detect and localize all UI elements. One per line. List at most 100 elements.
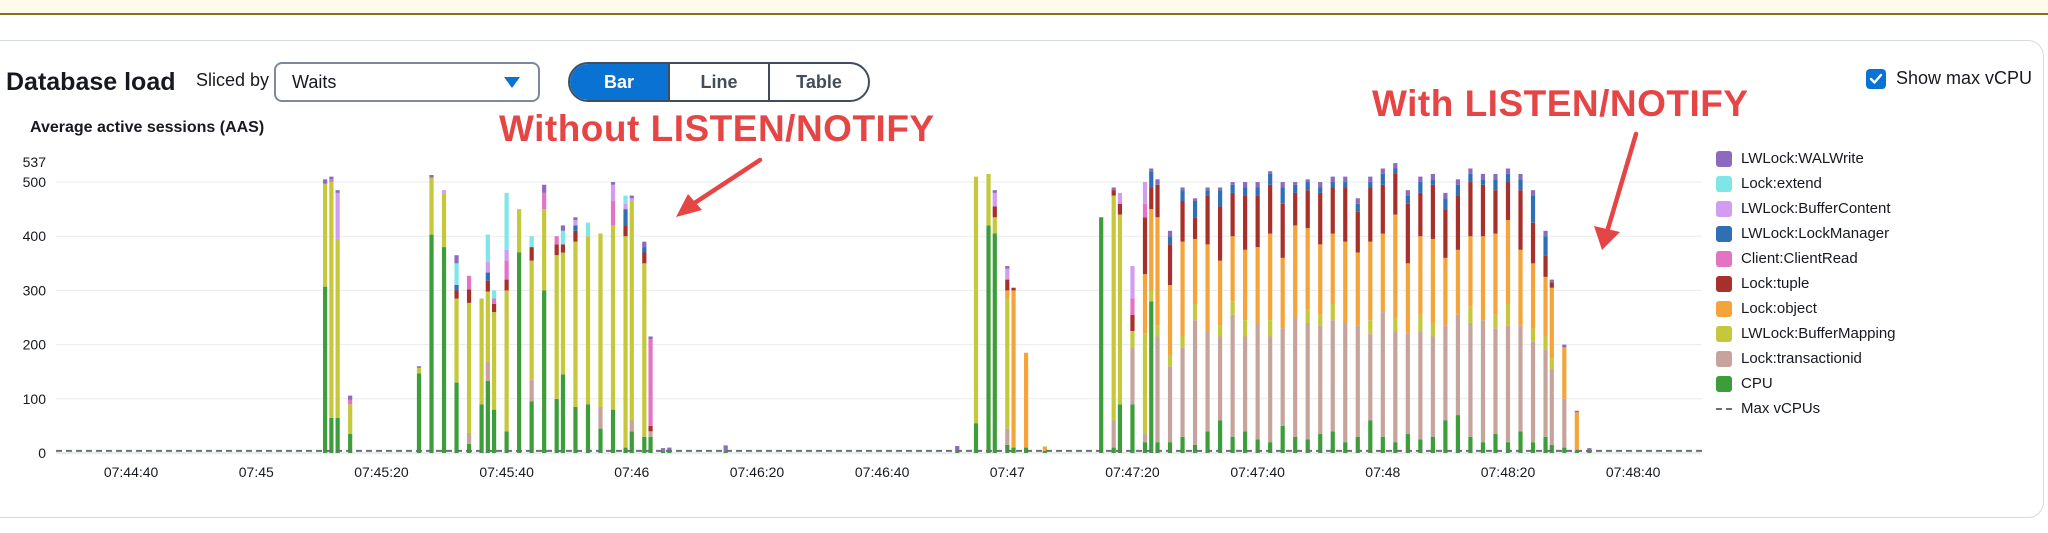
bar-segment[interactable] [1574, 410, 1579, 413]
bar-segment[interactable] [1549, 444, 1554, 453]
bar-segment[interactable] [1230, 436, 1235, 453]
bar-segment[interactable] [992, 217, 997, 234]
bar-segment[interactable] [1574, 412, 1579, 451]
bar-segment[interactable] [329, 182, 334, 418]
bar-segment[interactable] [1468, 182, 1473, 237]
bar-segment[interactable] [1130, 266, 1135, 299]
bar-segment[interactable] [554, 244, 559, 256]
bar-segment[interactable] [1243, 431, 1248, 453]
bar-segment[interactable] [1380, 184, 1385, 234]
bar-segment[interactable] [1117, 404, 1123, 453]
bar-segment[interactable] [1393, 331, 1398, 443]
bar-segment[interactable] [1380, 168, 1385, 174]
bar-segment[interactable] [1293, 436, 1298, 453]
bar-segment[interactable] [1430, 173, 1435, 180]
bar-segment[interactable] [1380, 173, 1385, 185]
bar-segment[interactable] [1149, 171, 1154, 188]
bar-segment[interactable] [504, 249, 509, 261]
bar-segment[interactable] [1305, 309, 1310, 323]
bar-segment[interactable] [504, 192, 509, 250]
bar-segment[interactable] [529, 236, 534, 248]
tab-bar[interactable]: Bar [570, 64, 670, 100]
checkbox-checked-icon[interactable] [1866, 68, 1886, 89]
bar-segment[interactable] [429, 234, 434, 453]
bar-segment[interactable] [573, 241, 578, 407]
bar-segment[interactable] [1330, 176, 1335, 183]
bar-segment[interactable] [1305, 182, 1310, 191]
bar-segment[interactable] [973, 423, 979, 453]
sliced-by-select[interactable]: Waits [274, 62, 540, 102]
bar-segment[interactable] [1205, 431, 1210, 453]
bar-segment[interactable] [1205, 190, 1210, 196]
bar-segment[interactable] [1368, 420, 1373, 453]
bar-segment[interactable] [973, 176, 979, 424]
bar-segment[interactable] [1443, 198, 1448, 210]
bar-segment[interactable] [485, 234, 490, 262]
bar-segment[interactable] [1480, 173, 1486, 180]
bar-segment[interactable] [416, 367, 422, 374]
bar-segment[interactable] [1167, 236, 1173, 245]
bar-segment[interactable] [642, 247, 647, 253]
bar-segment[interactable] [1005, 290, 1010, 299]
bar-segment[interactable] [504, 431, 509, 453]
bar-segment[interactable] [1505, 182, 1511, 220]
bar-segment[interactable] [1455, 195, 1461, 250]
bar-segment[interactable] [623, 236, 628, 448]
legend-item[interactable]: Lock:object [1716, 296, 1896, 321]
bar-segment[interactable] [1480, 442, 1486, 453]
bar-segment[interactable] [1562, 398, 1567, 448]
bar-segment[interactable] [560, 244, 566, 253]
bar-segment[interactable] [554, 398, 559, 453]
bar-segment[interactable] [610, 201, 616, 226]
bar-segment[interactable] [1205, 195, 1210, 245]
bar-segment[interactable] [1149, 168, 1154, 172]
bar-segment[interactable] [573, 406, 578, 453]
bar-segment[interactable] [1368, 333, 1373, 421]
bar-segment[interactable] [1243, 320, 1248, 337]
bar-segment[interactable] [529, 401, 534, 453]
bar-segment[interactable] [1355, 436, 1360, 453]
legend-item[interactable]: LWLock:BufferContent [1716, 196, 1896, 221]
bar-segment[interactable] [1005, 428, 1010, 445]
bar-segment[interactable] [1468, 173, 1473, 183]
bar-segment[interactable] [648, 336, 653, 340]
bar-segment[interactable] [1393, 442, 1398, 453]
bar-segment[interactable] [1180, 347, 1185, 437]
bar-segment[interactable] [348, 434, 353, 453]
bar-segment[interactable] [1443, 325, 1448, 421]
bar-segment[interactable] [648, 436, 653, 453]
bar-segment[interactable] [573, 219, 578, 226]
bar-segment[interactable] [1167, 230, 1173, 237]
bar-segment[interactable] [667, 450, 672, 453]
bar-segment[interactable] [610, 225, 616, 410]
bar-segment[interactable] [1005, 298, 1010, 429]
bar-segment[interactable] [517, 252, 522, 453]
bar-segment[interactable] [629, 431, 634, 453]
bar-segment[interactable] [1111, 190, 1116, 196]
bar-segment[interactable] [454, 382, 459, 453]
bar-segment[interactable] [1117, 214, 1123, 405]
bar-segment[interactable] [1480, 179, 1486, 185]
bar-segment[interactable] [1355, 325, 1360, 437]
bar-segment[interactable] [1180, 190, 1185, 202]
bar-segment[interactable] [955, 445, 960, 452]
bar-segment[interactable] [1518, 190, 1523, 250]
bar-segment[interactable] [1005, 266, 1010, 269]
bar-segment[interactable] [1505, 219, 1511, 304]
bar-segment[interactable] [1443, 192, 1448, 199]
bar-segment[interactable] [573, 230, 578, 242]
bar-segment[interactable] [1380, 233, 1385, 313]
bar-segment[interactable] [1318, 192, 1323, 245]
bar-segment[interactable] [1130, 404, 1135, 453]
bar-segment[interactable] [491, 290, 497, 299]
bar-segment[interactable] [329, 179, 334, 183]
bar-segment[interactable] [454, 298, 459, 383]
bar-segment[interactable] [1293, 182, 1298, 185]
bar-segment[interactable] [429, 177, 434, 235]
legend-item[interactable]: CPU [1716, 371, 1896, 396]
bar-segment[interactable] [1180, 187, 1185, 191]
bar-segment[interactable] [1111, 420, 1116, 448]
bar-segment[interactable] [642, 241, 647, 248]
bar-segment[interactable] [1418, 236, 1423, 315]
bar-segment[interactable] [1305, 228, 1310, 310]
